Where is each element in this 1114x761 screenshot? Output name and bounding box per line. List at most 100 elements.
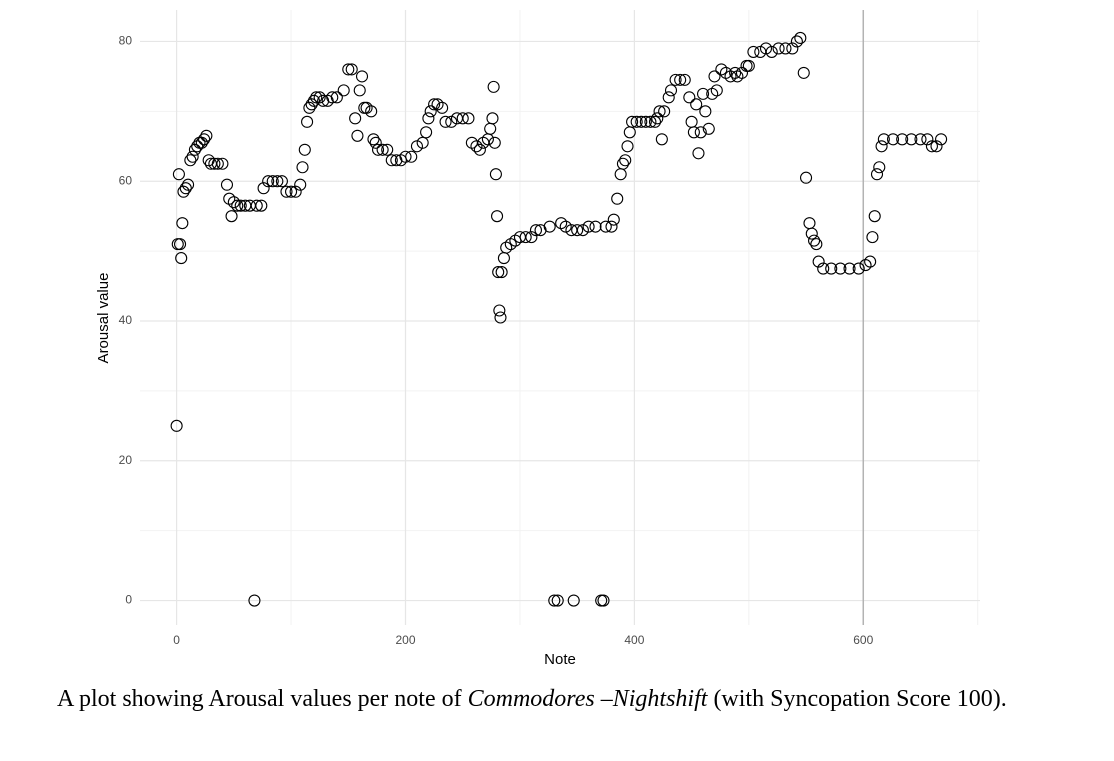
- point: [385, 154, 398, 167]
- x-tick-label: 0: [173, 633, 180, 647]
- point: [355, 70, 369, 83]
- point: [313, 91, 326, 104]
- point: [935, 133, 948, 146]
- point: [416, 136, 429, 149]
- point: [494, 311, 507, 324]
- point: [786, 42, 799, 55]
- point: [692, 147, 705, 160]
- point: [353, 84, 366, 97]
- point: [200, 129, 213, 142]
- point: [843, 262, 856, 275]
- point: [305, 98, 318, 111]
- point: [772, 42, 785, 55]
- x-tick-label: 600: [853, 633, 873, 647]
- point: [747, 45, 760, 58]
- point: [216, 157, 229, 170]
- x-tick-label: 400: [624, 633, 644, 647]
- point: [493, 304, 506, 317]
- point: [424, 105, 437, 118]
- y-tick-label: 60: [119, 173, 133, 187]
- point: [548, 594, 561, 607]
- point: [599, 220, 612, 233]
- point: [266, 175, 279, 188]
- point: [582, 220, 595, 233]
- point: [525, 231, 538, 244]
- point: [702, 122, 715, 135]
- point: [298, 143, 311, 156]
- point: [799, 171, 813, 184]
- point: [470, 140, 483, 153]
- point: [651, 112, 664, 125]
- point: [759, 42, 773, 55]
- point: [905, 133, 918, 146]
- point: [708, 70, 721, 83]
- point: [462, 112, 475, 125]
- point: [473, 143, 486, 156]
- point: [810, 238, 823, 251]
- point: [925, 140, 938, 153]
- caption: A plot showing Arousal values per note o…: [57, 683, 1067, 716]
- point: [486, 112, 499, 125]
- point: [699, 105, 712, 118]
- point: [439, 115, 452, 128]
- point: [171, 238, 184, 251]
- point: [817, 262, 830, 275]
- point: [491, 210, 504, 223]
- x-tick-label: 200: [395, 633, 415, 647]
- point: [248, 594, 261, 607]
- point: [211, 157, 224, 170]
- point: [220, 178, 234, 191]
- point: [877, 133, 890, 146]
- point: [519, 231, 532, 244]
- point: [369, 136, 382, 149]
- point: [614, 168, 627, 181]
- point: [567, 594, 580, 607]
- point: [195, 136, 208, 149]
- point: [559, 220, 572, 233]
- point: [257, 182, 270, 195]
- point: [626, 115, 639, 128]
- point: [275, 175, 288, 188]
- point: [930, 140, 943, 153]
- point: [779, 42, 792, 55]
- point: [805, 227, 818, 240]
- point: [436, 101, 449, 114]
- point: [326, 91, 339, 104]
- point: [605, 220, 618, 233]
- point: [630, 115, 643, 128]
- point: [697, 87, 710, 100]
- point: [255, 199, 268, 212]
- point: [690, 98, 703, 111]
- point: [289, 185, 302, 198]
- point: [488, 136, 501, 149]
- point: [576, 224, 589, 237]
- point: [301, 115, 314, 128]
- point: [648, 115, 662, 128]
- point: [365, 105, 378, 118]
- point: [662, 91, 675, 104]
- point: [208, 157, 221, 170]
- point: [405, 150, 418, 163]
- point: [653, 105, 666, 118]
- point: [176, 217, 189, 230]
- point: [611, 192, 624, 205]
- point: [182, 178, 195, 191]
- point: [710, 84, 723, 97]
- point: [349, 112, 362, 125]
- point: [644, 115, 657, 128]
- point: [597, 594, 610, 607]
- point: [683, 91, 696, 104]
- point: [852, 262, 865, 275]
- point: [225, 210, 238, 223]
- point: [172, 168, 185, 181]
- y-tick-label: 0: [125, 593, 132, 607]
- point: [420, 126, 433, 139]
- point: [371, 143, 385, 156]
- point: [179, 182, 192, 195]
- point: [921, 133, 934, 146]
- point: [231, 199, 244, 212]
- point: [619, 154, 632, 167]
- caption-text: A plot showing Arousal values per note o…: [57, 686, 468, 712]
- point: [177, 185, 190, 198]
